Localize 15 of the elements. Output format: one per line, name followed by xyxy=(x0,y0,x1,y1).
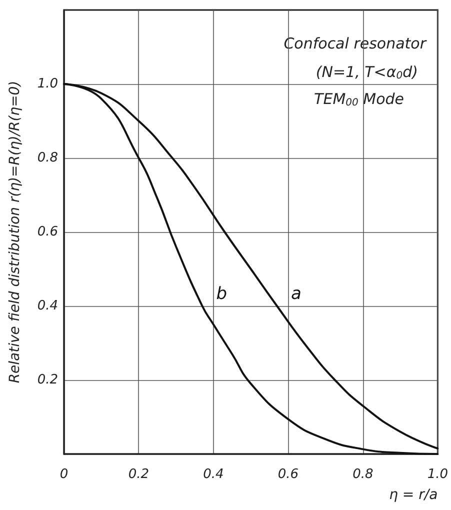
x-tick-label: 1.0 xyxy=(427,467,448,482)
x-axis-title: η = r/a xyxy=(389,487,438,503)
y-tick-label: 1.0 xyxy=(37,76,58,92)
y-tick-label: 0.2 xyxy=(37,372,58,388)
x-tick-label: 0.2 xyxy=(128,467,150,482)
series-label: a xyxy=(290,284,302,304)
y-tick-label: 0.4 xyxy=(37,298,58,314)
y-tick-label: 0.8 xyxy=(37,150,58,166)
y-tick-label: 0.6 xyxy=(37,224,58,240)
series-label: b xyxy=(216,284,228,304)
y-axis-title: Relative field distribution r(η)=R(η)/R(η=0) xyxy=(7,80,23,384)
x-tick-label: 0.4 xyxy=(203,467,224,482)
x-tick-label: 0.8 xyxy=(352,467,374,482)
x-tick-label: 0 xyxy=(60,467,68,482)
x-tick-label: 0.6 xyxy=(278,467,299,482)
